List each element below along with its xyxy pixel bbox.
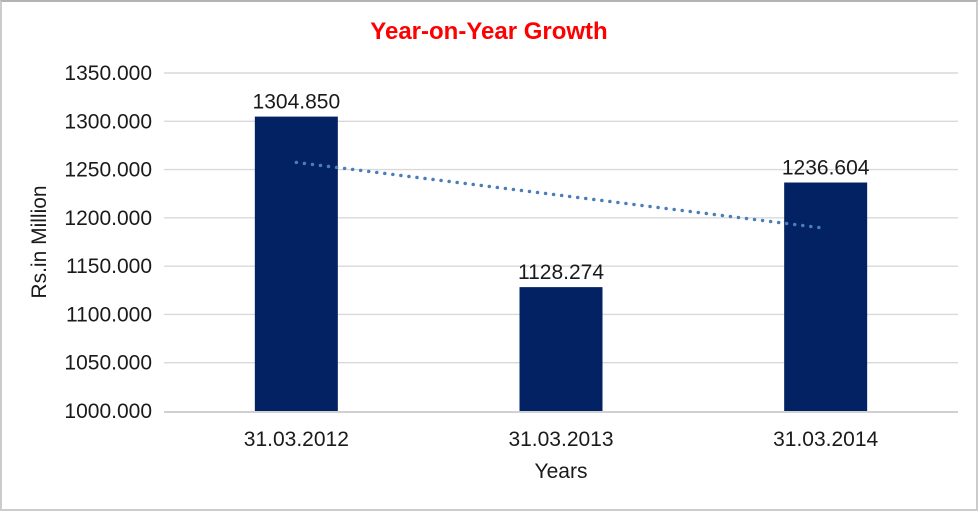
y-tick-label: 1150.000	[66, 255, 152, 278]
bar-31.03.2014	[784, 182, 868, 411]
y-tick-label: 1300.000	[64, 110, 152, 133]
bar-31.03.2013	[519, 287, 603, 411]
x-tick-label: 31.03.2012	[244, 428, 349, 451]
trendline	[294, 160, 828, 231]
x-tick-label: 31.03.2013	[508, 428, 613, 451]
data-label: 1236.604	[782, 157, 870, 180]
y-tick-label: 1000.000	[64, 400, 152, 423]
x-axis-title: Years	[534, 460, 588, 483]
y-tick-label: 1250.000	[64, 159, 152, 182]
y-tick-label: 1350.000	[64, 62, 152, 85]
y-tick-label: 1200.000	[64, 207, 152, 230]
bar-31.03.2012	[254, 116, 338, 412]
chart-title: Year-on-Year Growth	[370, 18, 608, 45]
y-tick-label: 1050.000	[64, 352, 152, 375]
data-label: 1128.274	[518, 261, 604, 284]
data-label: 1304.850	[253, 91, 341, 114]
y-tick-label: 1100.000	[66, 303, 152, 326]
x-tick-label: 31.03.2014	[773, 428, 878, 451]
